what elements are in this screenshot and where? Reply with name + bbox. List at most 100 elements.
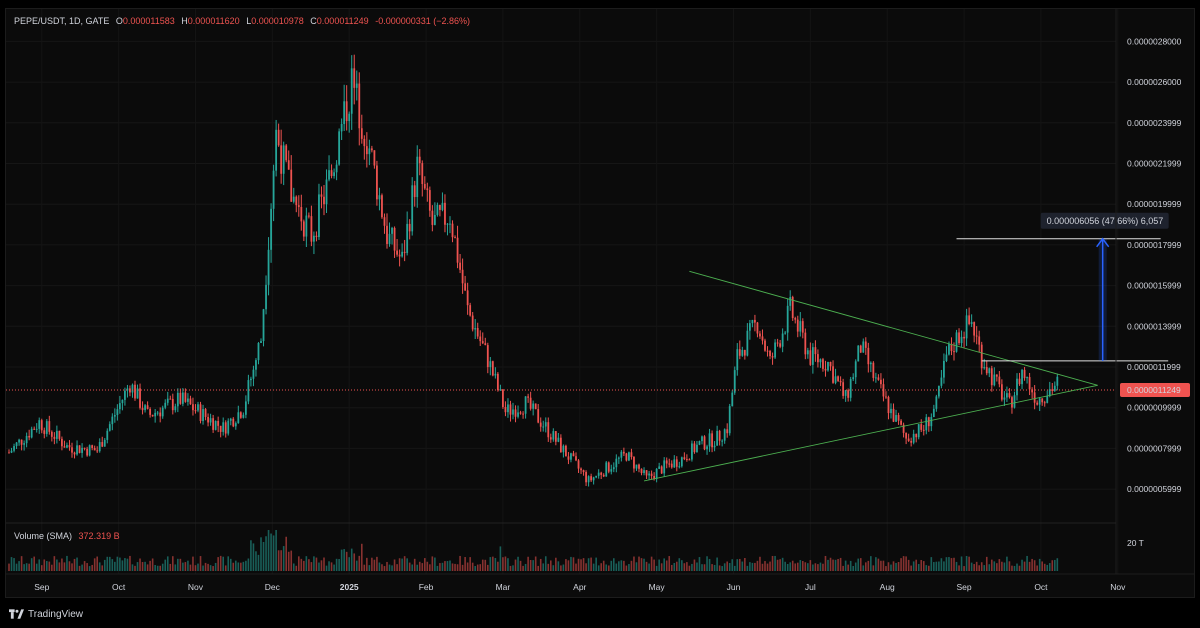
candle-body — [602, 474, 605, 477]
volume-bar — [469, 557, 471, 571]
candle-body — [456, 237, 459, 263]
candle-body — [464, 283, 467, 291]
candle-body — [610, 469, 613, 472]
candle-body — [48, 421, 51, 432]
volume-bar — [192, 556, 194, 571]
volume-bar — [948, 557, 950, 571]
volume-bar — [693, 559, 696, 571]
chart-frame[interactable]: 0.000006056 (47.66%) 6,057 0.0000028000 0… — [5, 8, 1195, 598]
volume-bar — [139, 558, 141, 571]
volume-bar — [237, 562, 240, 571]
volume-bar — [73, 558, 76, 571]
price-chart[interactable]: 0.000006056 (47.66%) 6,057 0.00000280000… — [6, 9, 1194, 597]
volume-bar — [592, 563, 595, 571]
candle-body — [192, 404, 194, 411]
candle-body — [444, 202, 446, 225]
candle-body — [769, 351, 771, 357]
current-price-badge — [1120, 383, 1190, 397]
candle-body — [285, 145, 288, 161]
volume-bar — [789, 562, 791, 571]
candle-body — [1011, 397, 1013, 408]
candle-body — [146, 405, 149, 409]
price-tick-label: 0.0000005999 — [1127, 484, 1182, 494]
volume-bar — [159, 565, 161, 571]
volume-bar — [688, 565, 691, 571]
volume-bar — [809, 560, 812, 571]
volume-bar — [169, 563, 172, 571]
volume-bar — [1051, 560, 1054, 571]
volume-bar — [265, 536, 267, 571]
candle-body — [625, 453, 628, 461]
candle-body — [396, 250, 398, 255]
candle-body — [774, 342, 776, 358]
candle-body — [499, 389, 502, 391]
volume-bar — [925, 565, 928, 571]
candle-body — [325, 179, 328, 205]
volume-bar — [53, 556, 56, 571]
volume-bar — [968, 556, 970, 571]
volume-bar — [1033, 560, 1036, 571]
volume-bar — [812, 564, 814, 571]
time-tick-label: Feb — [419, 582, 434, 592]
volume-bar — [607, 565, 610, 571]
triangle-lower-trendline[interactable] — [643, 384, 1098, 482]
candle-body — [179, 392, 182, 404]
volume-bar — [572, 557, 575, 571]
volume-bar — [229, 558, 232, 571]
candle-body — [418, 156, 421, 164]
volume-bar — [1016, 563, 1018, 571]
volume-bar — [965, 555, 968, 571]
volume-bar — [973, 564, 975, 571]
volume-bar — [61, 558, 63, 571]
candle-body — [242, 414, 245, 418]
candle-body — [940, 377, 943, 386]
candle-body — [345, 101, 348, 122]
candle-body — [50, 431, 53, 437]
volume-bar — [902, 556, 905, 571]
candle-body — [169, 398, 172, 400]
time-axis[interactable]: Sep Oct Nov Dec 2025 Feb Mar Apr May Jun Jul Aug Sep… — [34, 582, 1126, 592]
volume-bar — [731, 559, 734, 571]
candle-body — [1046, 396, 1049, 403]
candle-body — [199, 404, 202, 421]
volume-bar — [109, 556, 111, 571]
volume-bar — [449, 560, 451, 571]
symbol-label: PEPE/USDT, 1D, GATE — [14, 16, 109, 26]
volume-bar — [988, 564, 991, 571]
volume-bar — [328, 561, 330, 571]
candle-body — [880, 379, 882, 385]
candle-body — [799, 321, 802, 332]
candle-body — [219, 425, 222, 432]
volume-bar — [726, 561, 728, 571]
volume-bar — [960, 556, 963, 571]
candle-body — [118, 403, 121, 410]
price-tick-label: 0.0000017999 — [1127, 240, 1182, 250]
volume-bar — [895, 562, 897, 571]
volume-bar — [865, 562, 867, 571]
tradingview-brand[interactable]: TradingView — [9, 606, 83, 622]
volume-bar — [401, 558, 403, 571]
volume-bar — [333, 564, 335, 571]
volume-bar — [577, 558, 580, 571]
measure-arrow[interactable] — [1096, 237, 1110, 361]
volume-bar — [728, 562, 731, 571]
candle-body — [272, 170, 275, 209]
volume-bar — [915, 559, 917, 571]
triangle-upper-trendline[interactable] — [689, 270, 1098, 386]
candle-body — [882, 384, 885, 397]
volume-bar — [207, 563, 209, 571]
price-axis[interactable]: 0.0000028000 0.0000026000 0.0000023999 0.00… — [1127, 36, 1182, 494]
candle-body — [491, 361, 494, 376]
candle-body — [539, 422, 542, 427]
candle-body — [439, 205, 441, 210]
volume-bar — [252, 543, 255, 571]
volume-bar — [182, 562, 184, 571]
candle-body — [139, 388, 141, 408]
candle-body — [791, 297, 794, 319]
volume-bar — [436, 565, 439, 571]
candle-body — [849, 379, 852, 398]
volume-bar — [587, 558, 590, 571]
candle-body — [612, 467, 615, 470]
volume-bars — [8, 530, 1059, 571]
volume-bar — [1013, 565, 1016, 571]
